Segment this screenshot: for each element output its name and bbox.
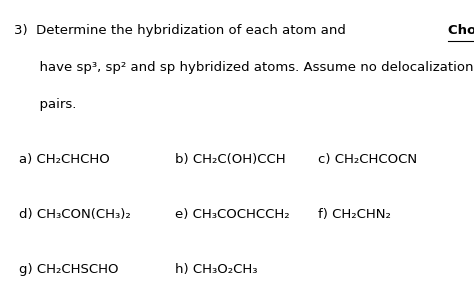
Text: h) CH₃O₂CH₃: h) CH₃O₂CH₃: [175, 263, 258, 276]
Text: Choose all: Choose all: [448, 24, 474, 37]
Text: pairs.: pairs.: [14, 98, 77, 111]
Text: b) CH₂C(OH)CCH: b) CH₂C(OH)CCH: [175, 153, 286, 166]
Text: g) CH₂CHSCHO: g) CH₂CHSCHO: [19, 263, 118, 276]
Text: a) CH₂CHCHO: a) CH₂CHCHO: [19, 153, 109, 166]
Text: c) CH₂CHCOCN: c) CH₂CHCOCN: [318, 153, 417, 166]
Text: have sp³, sp² and sp hybridized atoms. Assume no delocalization of lone: have sp³, sp² and sp hybridized atoms. A…: [14, 61, 474, 74]
Text: f) CH₂CHN₂: f) CH₂CHN₂: [318, 208, 391, 221]
Text: 3)  Determine the hybridization of each atom and: 3) Determine the hybridization of each a…: [14, 24, 350, 37]
Text: d) CH₃CON(CH₃)₂: d) CH₃CON(CH₃)₂: [19, 208, 131, 221]
Text: e) CH₃COCHCCH₂: e) CH₃COCHCCH₂: [175, 208, 290, 221]
